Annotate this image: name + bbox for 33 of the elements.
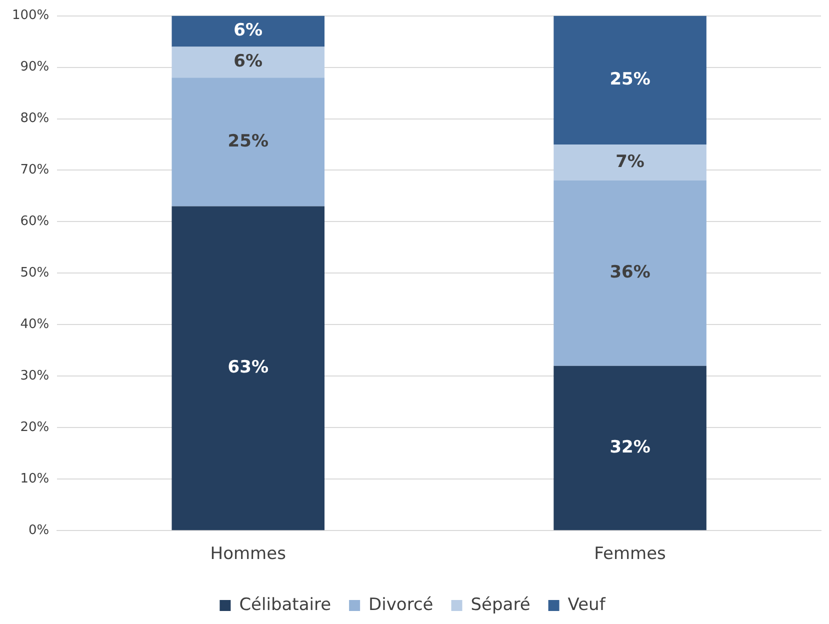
data-label: 25% xyxy=(610,70,650,90)
data-label: 6% xyxy=(234,20,263,41)
x-tick-label: Hommes xyxy=(210,544,286,564)
y-tick-label: 10% xyxy=(20,471,50,486)
data-label: 7% xyxy=(616,152,644,172)
y-tick-label: 50% xyxy=(20,266,50,281)
y-tick-label: 80% xyxy=(20,111,50,126)
legend-label: Célibataire xyxy=(239,594,332,615)
y-tick-label: 60% xyxy=(20,214,50,230)
bar xyxy=(554,16,706,144)
legend-label: Séparé xyxy=(470,594,530,615)
bar xyxy=(172,78,325,206)
y-tick-label: 0% xyxy=(28,522,50,538)
x-tick-label: Femmes xyxy=(594,544,666,564)
bar xyxy=(554,366,706,530)
legend-label: Divorcé xyxy=(368,594,434,615)
data-label: 25% xyxy=(228,131,268,152)
y-tick-label: 90% xyxy=(20,60,50,75)
data-label: 32% xyxy=(610,437,650,458)
data-label: 6% xyxy=(234,52,263,72)
bar xyxy=(554,144,706,181)
legend-label: Veuf xyxy=(568,594,606,615)
y-tick-label: 70% xyxy=(20,162,50,178)
data-label: 63% xyxy=(228,358,268,378)
bar xyxy=(172,46,325,78)
y-tick-label: 40% xyxy=(20,317,50,332)
y-tick-label: 20% xyxy=(20,420,50,436)
data-label: 36% xyxy=(610,262,650,283)
bar xyxy=(554,180,706,366)
y-tick-label: 100% xyxy=(12,8,50,24)
bar xyxy=(172,206,325,530)
bar xyxy=(172,16,325,47)
y-tick-label: 30% xyxy=(20,368,50,384)
